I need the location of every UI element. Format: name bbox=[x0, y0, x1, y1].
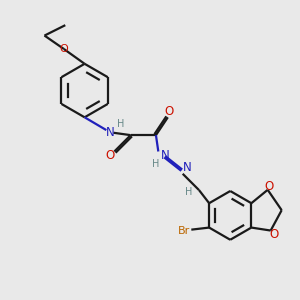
Text: N: N bbox=[183, 161, 192, 174]
Text: Br: Br bbox=[178, 226, 190, 236]
Text: O: O bbox=[165, 106, 174, 118]
Text: O: O bbox=[106, 149, 115, 162]
Text: O: O bbox=[59, 44, 68, 54]
Text: H: H bbox=[117, 119, 124, 129]
Text: N: N bbox=[106, 126, 114, 139]
Text: N: N bbox=[161, 149, 170, 162]
Text: O: O bbox=[265, 180, 274, 194]
Text: H: H bbox=[152, 159, 160, 169]
Text: H: H bbox=[185, 187, 192, 196]
Text: O: O bbox=[269, 228, 278, 241]
